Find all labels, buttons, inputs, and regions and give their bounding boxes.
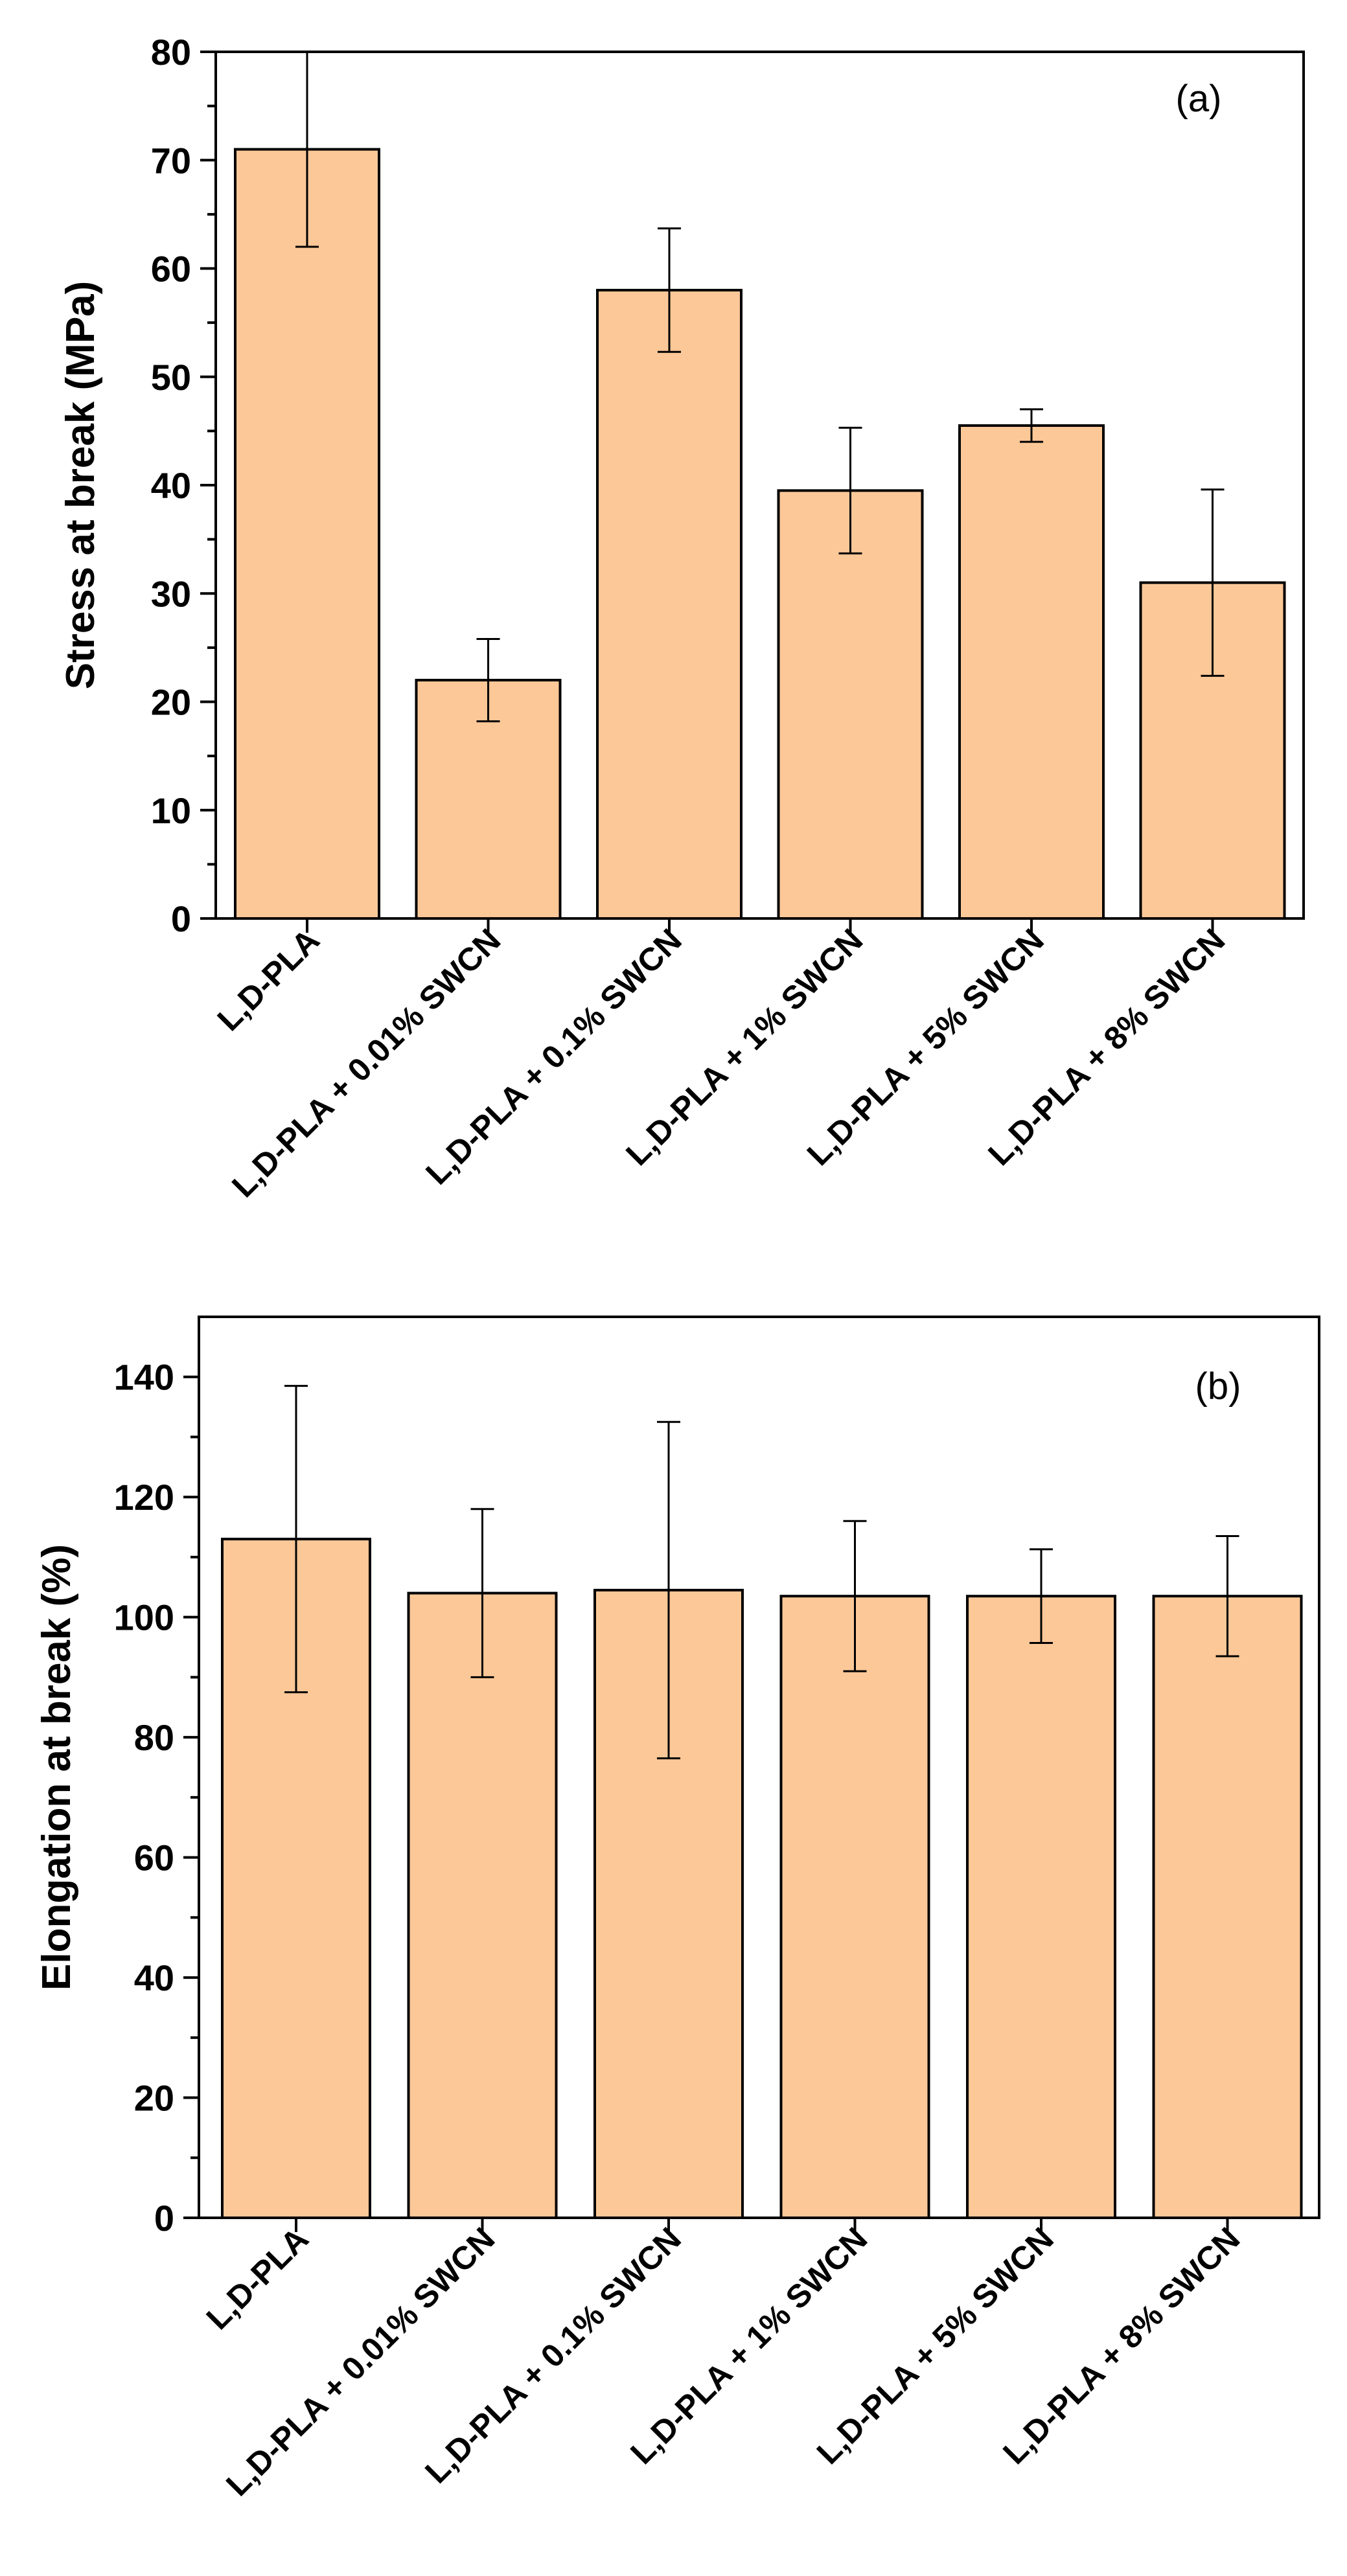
panel-a-y-tick-label: 30 xyxy=(151,573,191,614)
panel-a-bar-3 xyxy=(596,288,743,920)
panel-a-y-tick-label: 70 xyxy=(151,140,191,181)
panel-b-error-bar-3 xyxy=(657,1420,680,1760)
panel-a-y-axis-title: Stress at break (MPa) xyxy=(58,281,103,690)
panel-a-y-tick-label: 40 xyxy=(151,465,191,506)
panel-b-bar-4 xyxy=(779,1595,930,2219)
panel-a-y-tick-label: 20 xyxy=(151,682,191,723)
panel-b-plot-frame xyxy=(198,1316,1320,2219)
panel-a-y-tick-label: 0 xyxy=(171,898,191,939)
panel-a-y-tick-label: 60 xyxy=(151,249,191,290)
panel-b-y-tick-label: 140 xyxy=(114,1357,174,1398)
panel-a-y-tick-label: 50 xyxy=(151,357,191,398)
panel-a-error-bar-2 xyxy=(476,637,500,723)
panel-a-panel-label: (a) xyxy=(1176,78,1222,120)
panel-b-y-tick-label: 80 xyxy=(134,1717,174,1758)
panel-a-error-bar-5 xyxy=(1020,408,1043,443)
panel-a-y-tick-label: 10 xyxy=(151,790,191,831)
panel-b-bar-5 xyxy=(966,1595,1116,2219)
panel-b-y-axis-title: Elongation at break (%) xyxy=(34,1544,79,1990)
panel-b-bar-2 xyxy=(407,1591,558,2219)
panel-b-error-bar-1 xyxy=(284,1385,308,1694)
panel-b-error-bar-2 xyxy=(470,1508,494,1678)
panel-b-error-bar-6 xyxy=(1215,1534,1239,1658)
panel-b-error-bar-4 xyxy=(843,1520,867,1672)
panel-a-y-tick-label: 80 xyxy=(151,32,191,73)
panel-a-bar-4 xyxy=(777,489,924,920)
panel-b-y-tick-label: 120 xyxy=(114,1477,174,1518)
panel-a-bar-1 xyxy=(234,148,380,920)
panel-a-error-bar-4 xyxy=(838,426,862,554)
panel-b-panel-label: (b) xyxy=(1195,1365,1241,1408)
panel-a-bar-5 xyxy=(958,424,1105,920)
panel-b-y-tick-label: 40 xyxy=(134,1957,174,1998)
panel-b-y-tick-label: 20 xyxy=(134,2078,174,2119)
panel-b-y-tick-label: 60 xyxy=(134,1838,174,1878)
panel-b-error-bar-5 xyxy=(1030,1548,1053,1645)
panel-b-bar-6 xyxy=(1152,1595,1303,2219)
panel-a-error-bar-6 xyxy=(1201,488,1225,677)
panel-b-y-tick-label: 0 xyxy=(154,2198,174,2239)
panel-a-error-bar-3 xyxy=(658,227,681,353)
panel-b-category-label: L,D-PLA xyxy=(200,2220,316,2336)
panel-a-category-label: L,D-PLA xyxy=(211,922,327,1038)
panel-b-y-tick-label: 100 xyxy=(114,1597,174,1638)
